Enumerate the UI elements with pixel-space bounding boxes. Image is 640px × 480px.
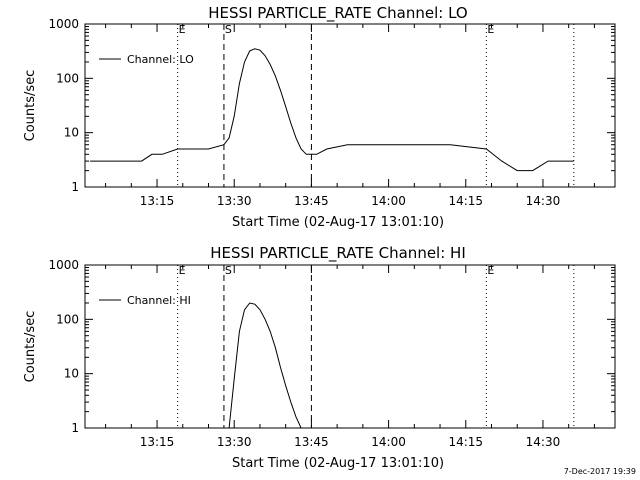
x-tick-label: 14:00 — [371, 435, 406, 449]
marker-label: S — [225, 264, 232, 277]
x-tick-label: 13:45 — [294, 194, 329, 208]
plot-frame — [84, 23, 616, 188]
x-tick-label: 13:30 — [217, 435, 252, 449]
marker-label: S — [225, 23, 232, 36]
series-line — [228, 302, 302, 429]
chart-title: HESSI PARTICLE_RATE Channel: HI — [210, 244, 466, 263]
legend-label: Channel: LO — [127, 53, 194, 66]
y-tick-label: 1000 — [48, 258, 79, 272]
marker-label: E — [179, 23, 186, 36]
legend-label: Channel: HI — [127, 294, 191, 307]
y-tick-label: 10 — [64, 126, 79, 140]
x-axis-label: Start Time (02-Aug-17 13:01:10) — [232, 215, 444, 230]
y-tick-label: 100 — [56, 312, 79, 326]
y-tick-label: 100 — [56, 71, 79, 85]
plot-frame — [84, 264, 616, 429]
x-tick-label: 13:15 — [140, 194, 175, 208]
x-tick-label: 13:45 — [294, 435, 329, 449]
y-tick-label: 1 — [71, 421, 79, 435]
x-tick-label: 13:15 — [140, 435, 175, 449]
x-tick-label: 14:30 — [526, 435, 561, 449]
x-tick-label: 13:30 — [217, 194, 252, 208]
chart-title: HESSI PARTICLE_RATE Channel: LO — [208, 4, 467, 23]
footer-timestamp: 7-Dec-2017 19:39 — [564, 467, 636, 476]
x-tick-label: 14:30 — [526, 194, 561, 208]
y-tick-label: 1 — [71, 180, 79, 194]
x-tick-label: 14:15 — [448, 194, 483, 208]
x-tick-label: 14:15 — [448, 435, 483, 449]
x-axis-label: Start Time (02-Aug-17 13:01:10) — [232, 456, 444, 471]
marker-label: E — [179, 264, 186, 277]
panel-lo: HESSI PARTICLE_RATE Channel: LO 13:15 13:3… — [23, 4, 616, 230]
series-line — [90, 48, 574, 172]
y-tick-label: 1000 — [48, 17, 79, 31]
panel-hi: HESSI PARTICLE_RATE Channel: HI 13:15 13:3… — [23, 244, 616, 471]
y-axis-label: Counts/sec — [23, 311, 38, 383]
y-axis-label: Counts/sec — [23, 70, 38, 142]
marker-label: E — [487, 264, 494, 277]
y-tick-label: 10 — [64, 367, 79, 381]
marker-label: E — [487, 23, 494, 36]
x-tick-label: 14:00 — [371, 194, 406, 208]
